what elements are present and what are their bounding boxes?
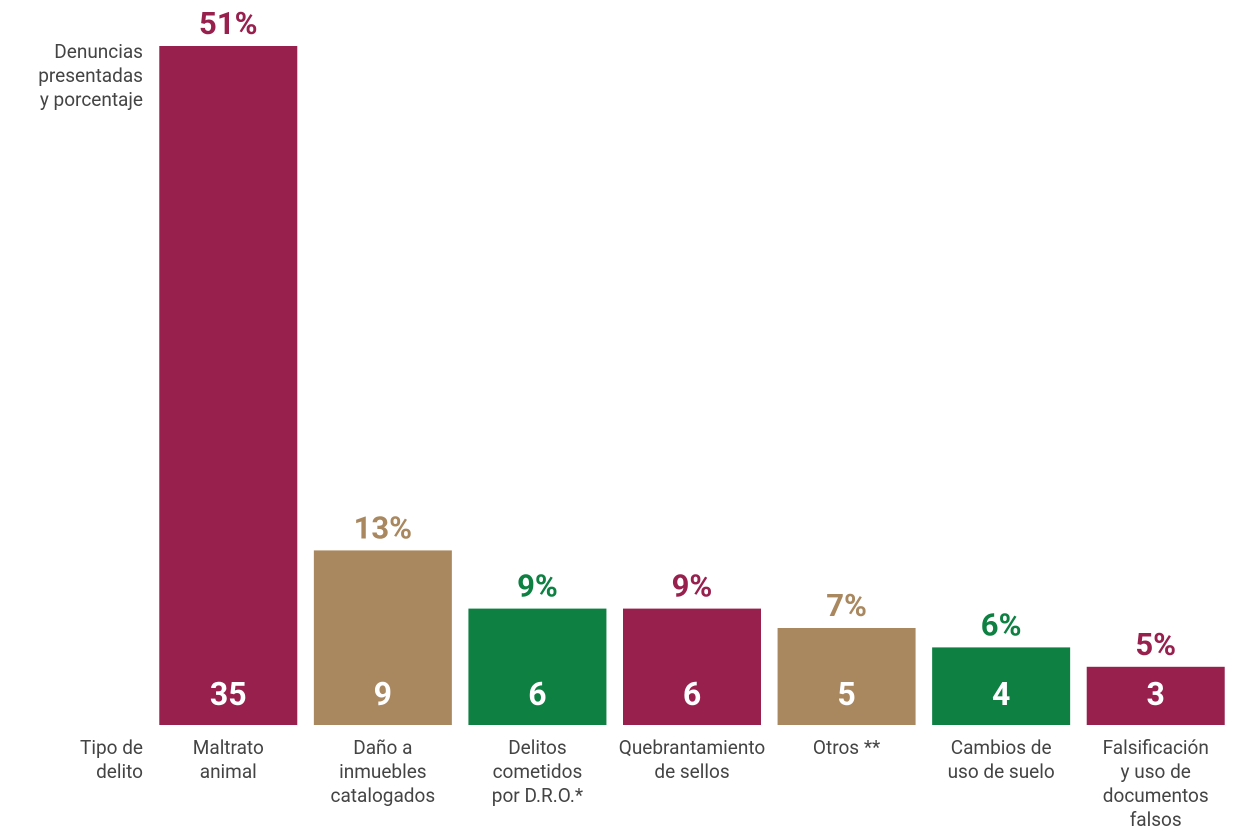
- x-axis-label: Tipo de delito: [80, 736, 143, 783]
- percent-label: 6%: [981, 606, 1022, 643]
- percent-label: 5%: [1135, 626, 1176, 663]
- bar: [159, 46, 298, 725]
- percent-label: 51%: [199, 5, 258, 42]
- value-label: 3: [1147, 675, 1165, 713]
- bar: [777, 628, 916, 725]
- value-label: 5: [837, 675, 855, 713]
- x-tick-label: Quebrantamiento de sellos: [618, 736, 766, 783]
- x-tick-label: Maltrato animal: [192, 736, 264, 783]
- bar: [623, 608, 761, 725]
- value-label: 35: [210, 675, 247, 713]
- percent-label: 9%: [672, 568, 713, 605]
- x-tick-label: Falsificación y uso de documentos falsos: [1102, 736, 1209, 831]
- percent-label: 13%: [354, 509, 413, 546]
- bar: [932, 647, 1071, 725]
- x-tick-label: Delitos cometidos por D.R.O.*: [491, 736, 584, 807]
- bar: [313, 550, 452, 725]
- value-label: 4: [992, 675, 1010, 713]
- value-label: 9: [374, 675, 392, 713]
- bar: [1086, 666, 1225, 725]
- value-label: 6: [683, 675, 701, 713]
- percent-label: 7%: [826, 587, 867, 624]
- x-tick-label: Otros **: [812, 736, 881, 759]
- value-label: 6: [528, 675, 546, 713]
- x-tick-label: Daño a inmuebles catalogados: [330, 736, 436, 807]
- percent-label: 9%: [517, 568, 558, 605]
- x-tick-label: Cambios de uso de suelo: [947, 736, 1055, 783]
- y-axis-label: Denuncias presentadas y porcentaje: [38, 40, 143, 111]
- bar: [468, 608, 607, 725]
